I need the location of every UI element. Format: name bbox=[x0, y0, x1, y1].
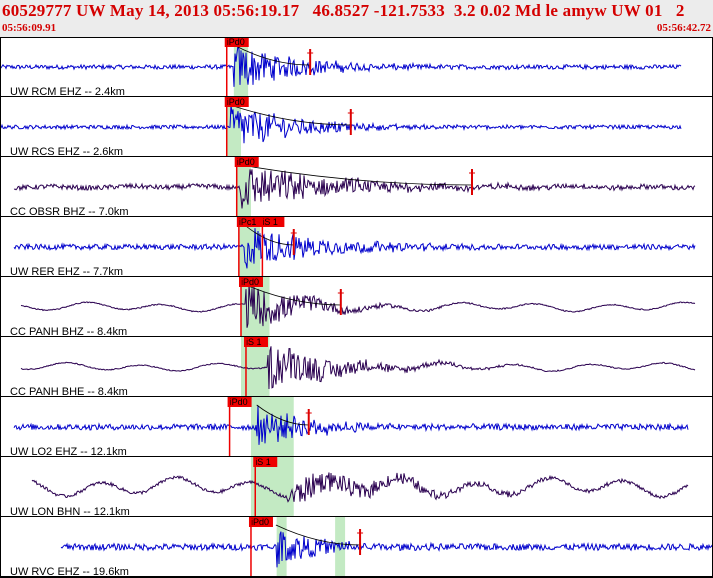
trace-2: iPd0 UW RCS EHZ -- 2.6km bbox=[0, 97, 713, 158]
phase-pick-flag bbox=[238, 277, 263, 287]
phase-pick-flag bbox=[248, 517, 273, 527]
trace-3: iPd0 CC OBSR BHZ -- 7.0km bbox=[0, 157, 713, 218]
waveform bbox=[0, 45, 682, 87]
waveform bbox=[60, 531, 713, 568]
trace-1: iPd0 UW RCM EHZ -- 2.4km bbox=[0, 37, 713, 98]
phase-pick-flag bbox=[227, 397, 252, 407]
phase-pick-flag bbox=[224, 37, 249, 47]
end-time: 05:56:42.72 bbox=[656, 22, 711, 34]
seismogram-panel: iPd0 UW RCM EHZ -- 2.4km iPd0 UW RCS EHZ --… bbox=[0, 37, 713, 578]
waveform bbox=[20, 283, 696, 328]
coda-fit-line bbox=[245, 284, 341, 306]
coda-fit-line bbox=[256, 404, 309, 426]
station-label: CC PANH BHE -- 8.4km bbox=[10, 386, 128, 398]
station-label: UW RER EHZ -- 7.7km bbox=[10, 266, 123, 278]
phase-pick-label: iPd0 bbox=[227, 97, 245, 107]
station-label: UW RCS EHZ -- 2.6km bbox=[10, 146, 123, 158]
phase-pick-flag bbox=[243, 337, 268, 347]
trace-8: iS 1 UW LON BHN -- 12.1km bbox=[0, 457, 713, 518]
trace-5: iPd0 CC PANH BHZ -- 8.4km bbox=[0, 277, 713, 338]
station-label: CC OBSR BHZ -- 7.0km bbox=[10, 206, 129, 218]
station-label: UW LON BHN -- 12.1km bbox=[10, 506, 130, 518]
station-label: UW RCM EHZ -- 2.4km bbox=[10, 86, 125, 98]
phase-pick-flag bbox=[260, 217, 285, 227]
phase-pick-label: iS 1 bbox=[246, 337, 262, 347]
phase-pick-label: iPc1 bbox=[239, 217, 257, 227]
trace-9: iPd0 UW RVC EHZ -- 19.6km bbox=[0, 517, 713, 578]
phase-pick-label: iPd0 bbox=[237, 157, 255, 167]
trace-7: iPd0 UW LO2 EHZ -- 12.1km bbox=[0, 397, 713, 458]
panel-frame bbox=[0, 37, 713, 578]
phase-pick-label: iS 1 bbox=[262, 217, 278, 227]
trace-6: iS 1 CC PANH BHE -- 8.4km bbox=[0, 337, 713, 398]
waveform bbox=[13, 169, 696, 209]
coda-fit-line bbox=[240, 164, 473, 186]
trace-4: iPc1 iS 1 UW RER EHZ -- 7.7km bbox=[0, 217, 713, 278]
coda-fit-line bbox=[244, 224, 294, 246]
coda-fit-line bbox=[230, 104, 351, 126]
station-label: UW RVC EHZ -- 19.6km bbox=[10, 566, 129, 578]
phase-pick-label: iPd0 bbox=[230, 397, 248, 407]
waveform bbox=[13, 228, 696, 269]
header-bar: 60529777 UW May 14, 2013 05:56:19.17 46.… bbox=[0, 0, 713, 37]
phase-pick-label: iPd0 bbox=[241, 277, 259, 287]
coda-fit-line bbox=[275, 524, 361, 546]
waveform bbox=[0, 104, 682, 144]
phase-pick-label: iPd0 bbox=[251, 517, 269, 527]
phase-pick-flag bbox=[236, 217, 261, 227]
waveform bbox=[31, 472, 689, 503]
waveform bbox=[13, 405, 689, 445]
phase-pick-flag bbox=[234, 157, 259, 167]
station-label: CC PANH BHZ -- 8.4km bbox=[10, 326, 127, 338]
phase-pick-flag bbox=[224, 97, 249, 107]
coda-fit-line bbox=[233, 44, 311, 66]
start-time: 05:56:09.91 bbox=[2, 22, 57, 34]
phase-pick-flag bbox=[253, 457, 278, 467]
waveform bbox=[20, 346, 696, 390]
station-label: UW LO2 EHZ -- 12.1km bbox=[10, 446, 127, 458]
event-title: 60529777 UW May 14, 2013 05:56:19.17 46.… bbox=[2, 1, 685, 20]
phase-pick-label: iS 1 bbox=[255, 457, 271, 467]
phase-pick-label: iPd0 bbox=[227, 37, 245, 47]
